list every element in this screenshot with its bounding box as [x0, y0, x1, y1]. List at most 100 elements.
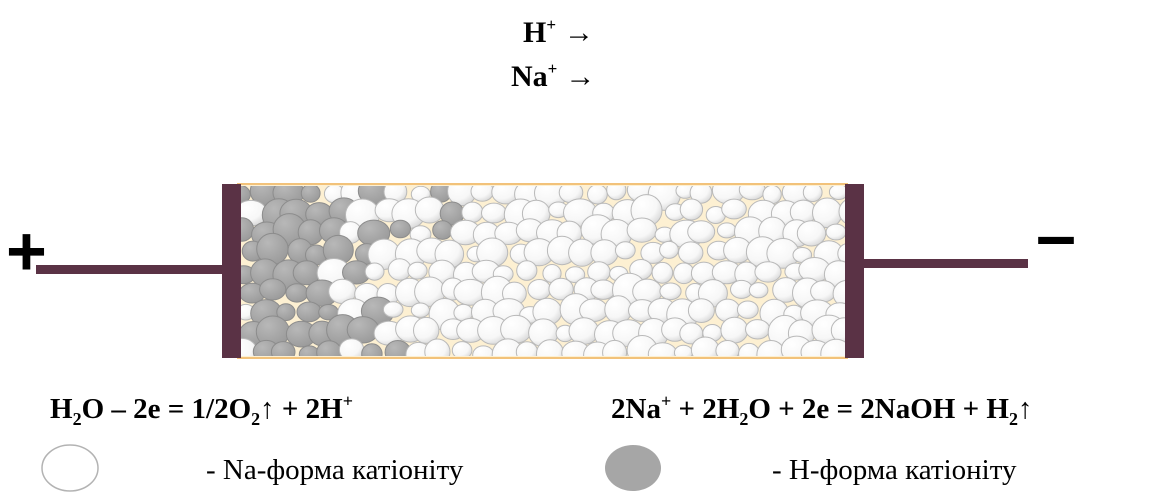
cathode-wire: [862, 259, 1028, 268]
na-form-bead: [606, 186, 627, 201]
na-form-bead: [838, 199, 845, 224]
svg-text:Na+→: Na+ →: [511, 59, 595, 93]
anode-electrode: [222, 184, 241, 358]
equation-part: 2Na: [611, 393, 661, 425]
equation-part: 2: [1009, 409, 1018, 429]
h-form-bead: [432, 220, 454, 240]
anode-sign: +: [6, 212, 47, 290]
equation-part: 2: [251, 409, 260, 429]
na-form-bead: [810, 280, 837, 303]
equation-part: +: [661, 391, 671, 411]
na-form-bead: [413, 316, 440, 344]
ion-na-charge: +: [548, 59, 558, 78]
legend-na-bead-icon: [41, 444, 99, 492]
h-form-bead: [276, 303, 296, 322]
na-form-bead: [651, 261, 674, 284]
ion-na-arrow: →: [565, 60, 595, 93]
na-form-bead: [407, 261, 428, 280]
na-form-bead: [837, 243, 845, 264]
na-form-bead: [364, 262, 385, 281]
na-form-bead: [451, 341, 473, 356]
na-form-bead: [410, 302, 430, 318]
na-form-bead: [748, 282, 769, 299]
na-form-bead: [614, 241, 636, 260]
na-form-bead: [548, 277, 574, 301]
svg-text:H+→: H+ →: [523, 15, 594, 49]
h-form-bead: [361, 343, 383, 356]
na-form-bead: [832, 279, 845, 308]
na-form-bead: [659, 282, 682, 301]
equation-part: 2: [73, 409, 82, 429]
na-form-bead: [738, 186, 766, 201]
h-form-bead: [270, 341, 296, 356]
cathode-sign: –: [1036, 196, 1076, 276]
equation-part: H: [50, 393, 73, 425]
na-form-bead: [647, 342, 678, 356]
equation-part: + 2H: [671, 393, 740, 425]
na-form-bead: [590, 279, 616, 300]
na-form-bead: [481, 202, 507, 224]
na-form-bead: [472, 345, 495, 356]
na-form-bead: [825, 223, 845, 241]
equation-part: 2: [739, 409, 748, 429]
na-form-bead: [721, 198, 747, 220]
cation-exchanger-beads: [240, 186, 845, 356]
cathode-equation: 2Na+ + 2H2O + 2e = 2NaOH + H2↑: [611, 391, 1032, 429]
na-form-bead: [720, 316, 749, 344]
na-form-bead: [587, 186, 608, 205]
na-form-bead: [424, 338, 451, 356]
na-form-bead: [756, 340, 786, 356]
legend-h-label: - Н-форма катіоніту: [772, 454, 1017, 486]
ion-h-charge: +: [546, 15, 556, 34]
equation-part: O – 2e = 1/2O: [82, 393, 252, 425]
na-form-bead: [565, 266, 586, 284]
ion-label-h: H+ →: [523, 15, 594, 49]
na-form-bead: [568, 317, 600, 345]
na-form-bead: [716, 222, 737, 239]
na-form-bead: [820, 338, 845, 356]
na-form-bead: [590, 239, 619, 266]
na-form-bead: [679, 198, 704, 221]
ion-h-arrow: →: [564, 16, 594, 49]
na-form-bead: [754, 261, 782, 283]
equation-part: ↑: [1018, 393, 1033, 425]
h-form-bead: [298, 345, 320, 356]
na-form-bead: [796, 220, 827, 247]
h-form-bead: [296, 301, 322, 323]
h-form-bead: [259, 278, 287, 301]
ion-na-symbol: Na: [511, 60, 548, 93]
na-form-bead: [626, 217, 658, 243]
na-form-bead: [527, 279, 552, 300]
ion-label-na: Na+ →: [511, 59, 595, 93]
h-form-bead: [285, 283, 309, 303]
h-form-bead: [389, 219, 411, 239]
na-form-bead: [515, 341, 539, 356]
na-form-bead: [536, 339, 565, 356]
na-form-bead: [678, 241, 704, 265]
equation-part: O + 2e = 2NaOH + H: [748, 393, 1009, 425]
na-form-bead: [828, 186, 845, 200]
na-form-bead: [745, 319, 771, 340]
legend-na-label: - Na-форма катіоніту: [206, 454, 464, 486]
na-form-bead: [382, 301, 404, 318]
na-form-bead: [687, 298, 715, 324]
h-form-bead: [300, 186, 321, 203]
na-form-bead: [461, 201, 484, 224]
h-form-bead: [316, 340, 342, 356]
equation-part: +: [343, 391, 353, 411]
anode-wire: [36, 265, 222, 274]
na-form-bead: [659, 240, 679, 259]
na-form-bead: [802, 186, 823, 203]
equation-part: ↑ + 2H: [260, 393, 343, 425]
legend-h-bead-icon: [605, 445, 661, 491]
ion-h-symbol: H: [523, 16, 546, 49]
na-form-bead: [516, 260, 538, 281]
na-form-bead: [604, 295, 633, 324]
na-form-bead: [414, 196, 445, 224]
na-form-bead: [687, 220, 716, 244]
na-form-bead: [602, 339, 628, 356]
na-form-bead: [736, 300, 759, 319]
anode-equation: H2O – 2e = 1/2O2↑ + 2H+: [50, 391, 353, 429]
